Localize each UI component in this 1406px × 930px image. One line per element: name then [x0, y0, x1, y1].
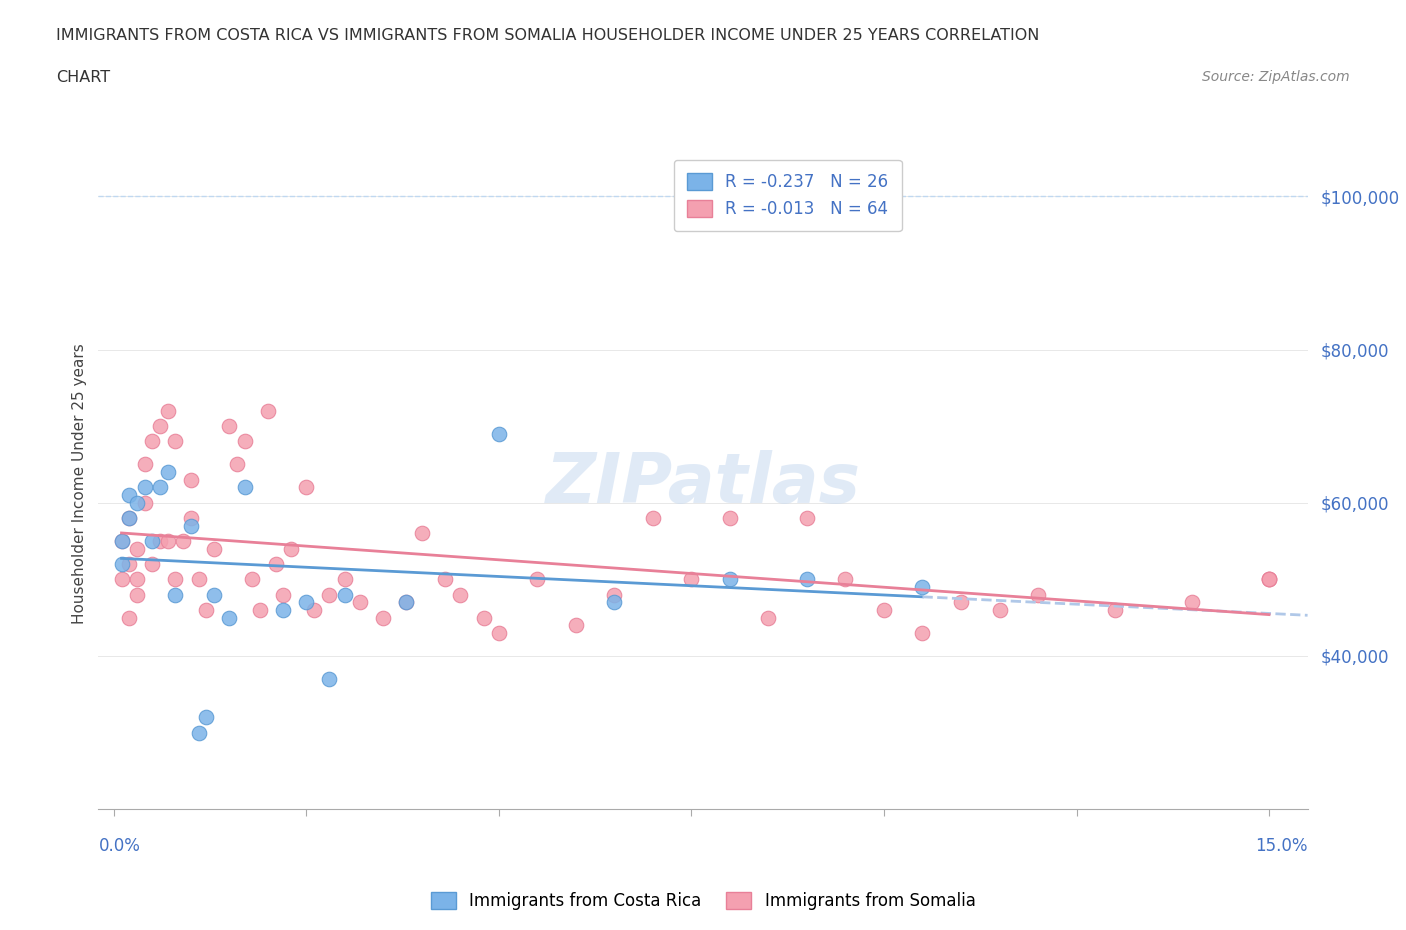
Point	[180, 518, 202, 533]
Point	[187, 725, 209, 740]
Point	[333, 587, 356, 602]
Point	[449, 587, 471, 602]
Y-axis label: Householder Income Under 25 years: Householder Income Under 25 years	[72, 343, 87, 624]
Point	[565, 618, 588, 632]
Point	[1104, 603, 1126, 618]
Point	[1026, 587, 1049, 602]
Point	[202, 541, 225, 556]
Point	[242, 572, 264, 587]
Text: Source: ZipAtlas.com: Source: ZipAtlas.com	[1202, 70, 1350, 84]
Point	[988, 603, 1011, 618]
Point	[295, 595, 318, 610]
Point	[295, 480, 318, 495]
Point	[165, 572, 187, 587]
Point	[118, 511, 141, 525]
Point	[233, 434, 256, 449]
Point	[318, 587, 340, 602]
Point	[149, 418, 172, 433]
Point	[1181, 595, 1204, 610]
Point	[264, 556, 287, 571]
Point	[718, 572, 741, 587]
Point	[333, 572, 356, 587]
Point	[172, 534, 194, 549]
Point	[526, 572, 548, 587]
Point	[472, 610, 495, 625]
Point	[1258, 572, 1281, 587]
Point	[218, 418, 240, 433]
Point	[603, 595, 626, 610]
Point	[1258, 572, 1281, 587]
Point	[302, 603, 325, 618]
Point	[280, 541, 302, 556]
Text: ZIPatlas: ZIPatlas	[546, 450, 860, 517]
Point	[118, 487, 141, 502]
Text: IMMIGRANTS FROM COSTA RICA VS IMMIGRANTS FROM SOMALIA HOUSEHOLDER INCOME UNDER 2: IMMIGRANTS FROM COSTA RICA VS IMMIGRANTS…	[56, 28, 1039, 43]
Point	[950, 595, 973, 610]
Point	[433, 572, 456, 587]
Legend: R = -0.237   N = 26, R = -0.013   N = 64: R = -0.237 N = 26, R = -0.013 N = 64	[673, 160, 901, 232]
Point	[911, 579, 934, 594]
Point	[125, 572, 148, 587]
Point	[165, 587, 187, 602]
Point	[873, 603, 896, 618]
Point	[488, 626, 510, 641]
Point	[202, 587, 225, 602]
Point	[373, 610, 395, 625]
Point	[134, 457, 156, 472]
Point	[395, 595, 418, 610]
Point	[110, 556, 132, 571]
Point	[156, 465, 179, 480]
Point	[118, 610, 141, 625]
Point	[603, 587, 626, 602]
Point	[125, 496, 148, 511]
Point	[318, 671, 340, 686]
Point	[411, 526, 433, 541]
Point	[125, 587, 148, 602]
Point	[110, 572, 132, 587]
Point	[488, 426, 510, 441]
Point	[118, 556, 141, 571]
Point	[218, 610, 240, 625]
Legend: Immigrants from Costa Rica, Immigrants from Somalia: Immigrants from Costa Rica, Immigrants f…	[425, 885, 981, 917]
Point	[134, 480, 156, 495]
Point	[149, 480, 172, 495]
Point	[156, 534, 179, 549]
Point	[796, 511, 818, 525]
Point	[249, 603, 271, 618]
Point	[271, 603, 294, 618]
Point	[134, 496, 156, 511]
Point	[195, 710, 218, 724]
Point	[796, 572, 818, 587]
Point	[718, 511, 741, 525]
Text: 0.0%: 0.0%	[98, 837, 141, 855]
Point	[257, 404, 280, 418]
Point	[141, 556, 163, 571]
Point	[187, 572, 209, 587]
Point	[149, 534, 172, 549]
Point	[681, 572, 703, 587]
Point	[233, 480, 256, 495]
Point	[141, 434, 163, 449]
Point	[156, 404, 179, 418]
Point	[641, 511, 664, 525]
Point	[110, 534, 132, 549]
Point	[758, 610, 780, 625]
Point	[395, 595, 418, 610]
Point	[180, 511, 202, 525]
Text: 15.0%: 15.0%	[1256, 837, 1308, 855]
Point	[180, 472, 202, 487]
Point	[195, 603, 218, 618]
Point	[271, 587, 294, 602]
Text: CHART: CHART	[56, 70, 110, 85]
Point	[834, 572, 856, 587]
Point	[911, 626, 934, 641]
Point	[118, 511, 141, 525]
Point	[1258, 572, 1281, 587]
Point	[226, 457, 249, 472]
Point	[165, 434, 187, 449]
Point	[141, 534, 163, 549]
Point	[125, 541, 148, 556]
Point	[110, 534, 132, 549]
Point	[349, 595, 371, 610]
